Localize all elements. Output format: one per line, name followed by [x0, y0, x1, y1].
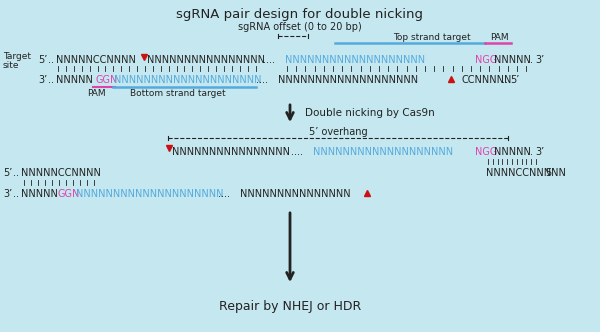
Text: NNNNNNNNNNNNNNNNNNN: NNNNNNNNNNNNNNNNNNN [285, 55, 425, 65]
Text: ....: .... [256, 75, 268, 85]
Text: ..: .. [502, 75, 508, 85]
Text: NNNNNNNNNNNNNNNNNNN: NNNNNNNNNNNNNNNNNNN [313, 147, 453, 157]
Text: ....: .... [291, 147, 303, 157]
Text: NNNNNNNNNNNNNNNNNNNN: NNNNNNNNNNNNNNNNNNNN [114, 75, 262, 85]
Text: NNNNCCNNNNN: NNNNCCNNNNN [486, 168, 566, 178]
Text: 3’: 3’ [38, 75, 47, 85]
Text: 5’: 5’ [510, 75, 520, 85]
Text: 5’: 5’ [38, 55, 47, 65]
Text: GGN: GGN [95, 75, 118, 85]
Text: site: site [3, 61, 19, 70]
Text: sgRNA offset (0 to 20 bp): sgRNA offset (0 to 20 bp) [238, 22, 362, 32]
Text: NNNNNCCNNNN: NNNNNCCNNNN [21, 168, 101, 178]
Text: Top strand target: Top strand target [393, 33, 470, 42]
Text: ....: .... [263, 55, 275, 65]
Text: ..: .. [13, 168, 19, 178]
Text: Bottom strand target: Bottom strand target [130, 89, 226, 98]
Text: 5’ overhang: 5’ overhang [308, 127, 367, 137]
Text: NGG: NGG [475, 147, 497, 157]
Text: NNNNNNNNNNNNNNNN: NNNNNNNNNNNNNNNN [172, 147, 290, 157]
Text: sgRNA pair design for double nicking: sgRNA pair design for double nicking [176, 8, 424, 21]
Text: NGG: NGG [475, 55, 497, 65]
Text: NNNNNNNNNNNNNNN: NNNNNNNNNNNNNNN [240, 189, 350, 199]
Text: 3’: 3’ [535, 147, 544, 157]
Text: 3’: 3’ [535, 55, 544, 65]
Text: NNNNNNNNNNNNNNNNNNN: NNNNNNNNNNNNNNNNNNN [278, 75, 418, 85]
Text: ..: .. [48, 75, 54, 85]
Text: NNNNN: NNNNN [494, 55, 531, 65]
Text: NNNNN: NNNNN [56, 75, 93, 85]
Text: GGN: GGN [57, 189, 79, 199]
Text: NNNNN: NNNNN [494, 147, 531, 157]
Text: ....: .... [218, 189, 230, 199]
Text: 3’: 3’ [3, 189, 12, 199]
Text: NNNNNCCNNNN: NNNNNCCNNNN [56, 55, 136, 65]
Text: ..: .. [13, 189, 19, 199]
Text: ..: .. [537, 168, 543, 178]
Text: Target: Target [3, 52, 31, 61]
Text: 5’: 5’ [545, 168, 554, 178]
Text: ..: .. [48, 55, 54, 65]
Text: Repair by NHEJ or HDR: Repair by NHEJ or HDR [219, 300, 361, 313]
Text: PAM: PAM [490, 33, 509, 42]
Text: NNNNNNNNNNNNNNNN: NNNNNNNNNNNNNNNN [147, 55, 265, 65]
Text: PAM: PAM [87, 89, 106, 98]
Text: ..: .. [527, 147, 533, 157]
Text: ..: .. [527, 55, 533, 65]
Text: CCNNNNN: CCNNNNN [461, 75, 511, 85]
Text: NNNNNNNNNNNNNNNNNNNN: NNNNNNNNNNNNNNNNNNNN [76, 189, 223, 199]
Text: NNNNN: NNNNN [21, 189, 58, 199]
Text: 5’: 5’ [3, 168, 13, 178]
Text: Double nicking by Cas9n: Double nicking by Cas9n [305, 108, 435, 118]
